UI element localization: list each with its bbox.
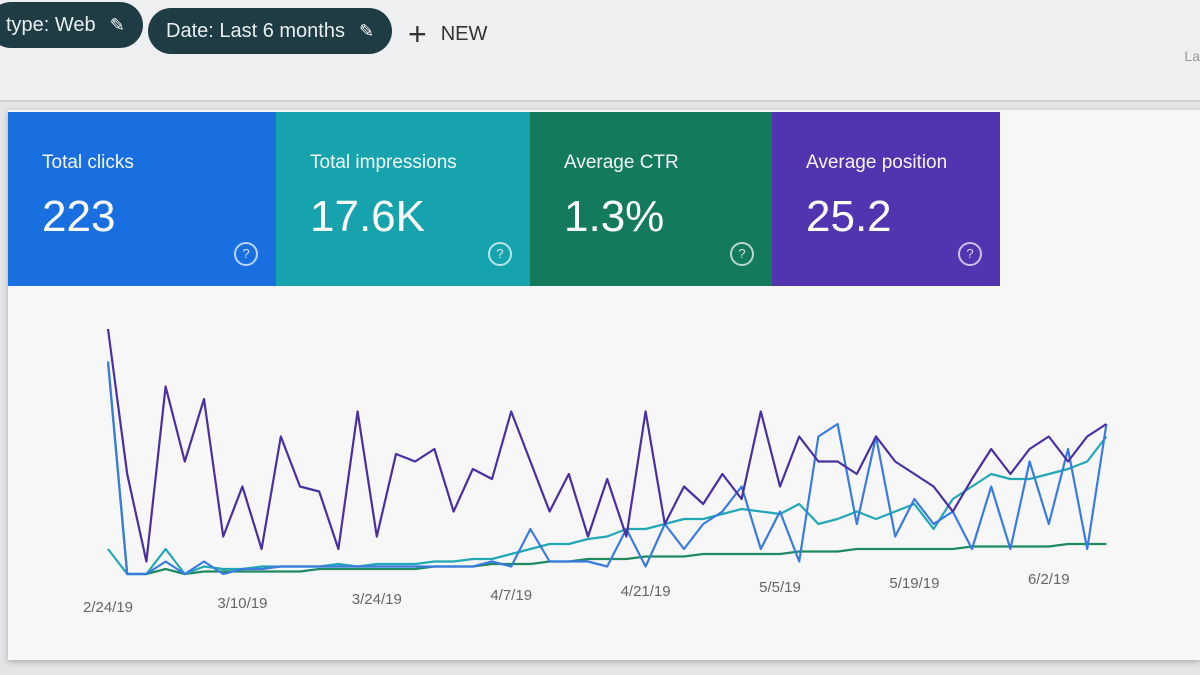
metric-value: 1.3% [564, 192, 665, 241]
series-line-average-position [106, 328, 1108, 563]
metric-value: 223 [42, 192, 116, 241]
metric-label: Total impressions [310, 152, 457, 173]
filter-chip-label: Date: Last 6 months [166, 19, 345, 42]
x-tick-label: 2/24/19 [83, 599, 133, 616]
filter-chip-search-type[interactable]: type: Web ✎ [0, 2, 143, 48]
performance-card: Total clicks 223 ? Total impressions 17.… [8, 110, 1200, 660]
x-tick-label: 4/7/19 [490, 587, 532, 604]
question-circle-icon[interactable]: ? [958, 242, 982, 266]
plus-icon: + [408, 16, 427, 52]
x-tick-label: 6/2/19 [1028, 571, 1070, 588]
metric-label: Average position [806, 152, 948, 173]
metric-average-ctr[interactable]: Average CTR 1.3% ? [530, 112, 772, 286]
metric-average-position[interactable]: Average position 25.2 ? [772, 112, 1000, 286]
metric-value: 25.2 [806, 192, 892, 241]
metric-total-impressions[interactable]: Total impressions 17.6K ? [276, 112, 530, 286]
x-tick-label: 5/19/19 [889, 575, 939, 592]
top-right-text: La [1184, 48, 1200, 64]
series-line-total-clicks [106, 361, 1108, 576]
pencil-icon[interactable]: ✎ [358, 20, 375, 41]
metric-value: 17.6K [310, 192, 425, 241]
filter-bar: type: Web ✎ Date: Last 6 months ✎ + NEW … [0, 0, 1200, 102]
question-circle-icon[interactable]: ? [234, 242, 258, 266]
pencil-icon[interactable]: ✎ [109, 14, 125, 35]
x-tick-label: 3/24/19 [352, 591, 402, 608]
x-tick-label: 5/5/19 [759, 579, 801, 596]
metric-total-clicks[interactable]: Total clicks 223 ? [8, 112, 276, 286]
question-circle-icon[interactable]: ? [488, 242, 512, 266]
filter-chip-date[interactable]: Date: Last 6 months ✎ [148, 8, 393, 54]
new-filter-button[interactable]: + NEW [408, 18, 487, 50]
new-button-label: NEW [440, 22, 488, 45]
x-tick-label: 4/21/19 [621, 583, 671, 600]
question-circle-icon[interactable]: ? [730, 242, 754, 266]
x-tick-label: 3/10/19 [217, 595, 267, 612]
filter-chip-label: type: Web [6, 13, 96, 36]
metric-label: Average CTR [564, 152, 679, 173]
metric-label: Total clicks [42, 152, 134, 173]
series-line-average-ctr [106, 361, 1107, 576]
